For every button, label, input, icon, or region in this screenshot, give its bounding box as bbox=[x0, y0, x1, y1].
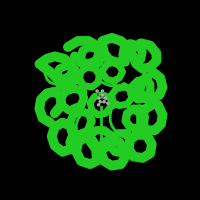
Circle shape bbox=[99, 101, 101, 103]
Circle shape bbox=[96, 90, 98, 92]
Circle shape bbox=[101, 90, 104, 92]
Circle shape bbox=[105, 97, 107, 99]
Circle shape bbox=[98, 97, 100, 99]
Circle shape bbox=[107, 102, 109, 104]
Circle shape bbox=[103, 101, 105, 103]
Circle shape bbox=[101, 94, 104, 96]
Circle shape bbox=[98, 104, 100, 106]
